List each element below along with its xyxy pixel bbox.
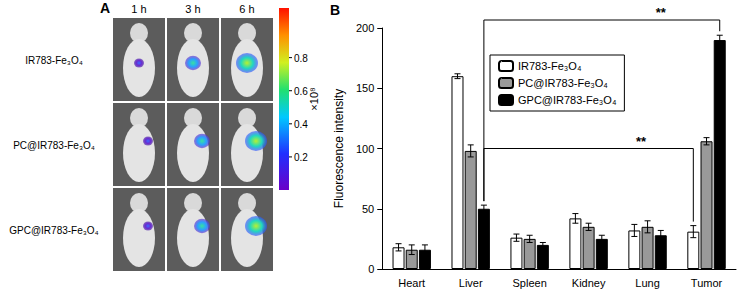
svg-text:0.4: 0.4 (294, 119, 308, 130)
svg-text:Spleen: Spleen (513, 277, 547, 289)
svg-text:50: 50 (362, 203, 374, 215)
svg-text:0: 0 (368, 263, 374, 275)
svg-text:3 h: 3 h (185, 3, 200, 15)
svg-text:IR783-Fe₃O₄: IR783-Fe₃O₄ (25, 55, 83, 66)
svg-text:150: 150 (356, 82, 374, 94)
svg-text:**: ** (656, 5, 667, 20)
svg-text:×10⁸: ×10⁸ (308, 87, 320, 110)
svg-text:IR783-Fe₃O₄: IR783-Fe₃O₄ (518, 60, 582, 72)
svg-text:200: 200 (356, 22, 374, 34)
svg-text:PC@IR783-Fe₃O₄: PC@IR783-Fe₃O₄ (518, 77, 608, 89)
svg-text:6 h: 6 h (239, 3, 254, 15)
svg-text:0.8: 0.8 (294, 53, 308, 64)
svg-text:1 h: 1 h (131, 3, 146, 15)
svg-text:Lung: Lung (635, 277, 659, 289)
html-text:B: B (330, 2, 341, 18)
svg-text:PC@IR783-Fe₃O₄: PC@IR783-Fe₃O₄ (13, 140, 95, 151)
svg-text:Liver: Liver (459, 277, 483, 289)
svg-text:0.2: 0.2 (294, 152, 308, 163)
svg-text:Heart: Heart (398, 277, 425, 289)
svg-text:0.6: 0.6 (294, 86, 308, 97)
svg-text:GPC@IR783-Fe₃O₄: GPC@IR783-Fe₃O₄ (9, 225, 98, 236)
svg-text:**: ** (636, 134, 647, 149)
svg-text:Fluorescence intensity: Fluorescence intensity (332, 89, 346, 208)
svg-text:Kidney: Kidney (572, 277, 606, 289)
svg-text:Tumor: Tumor (691, 277, 723, 289)
svg-text:100: 100 (356, 143, 374, 155)
svg-text:A: A (100, 0, 110, 16)
svg-text:GPC@IR783-Fe₃O₄: GPC@IR783-Fe₃O₄ (518, 94, 617, 106)
